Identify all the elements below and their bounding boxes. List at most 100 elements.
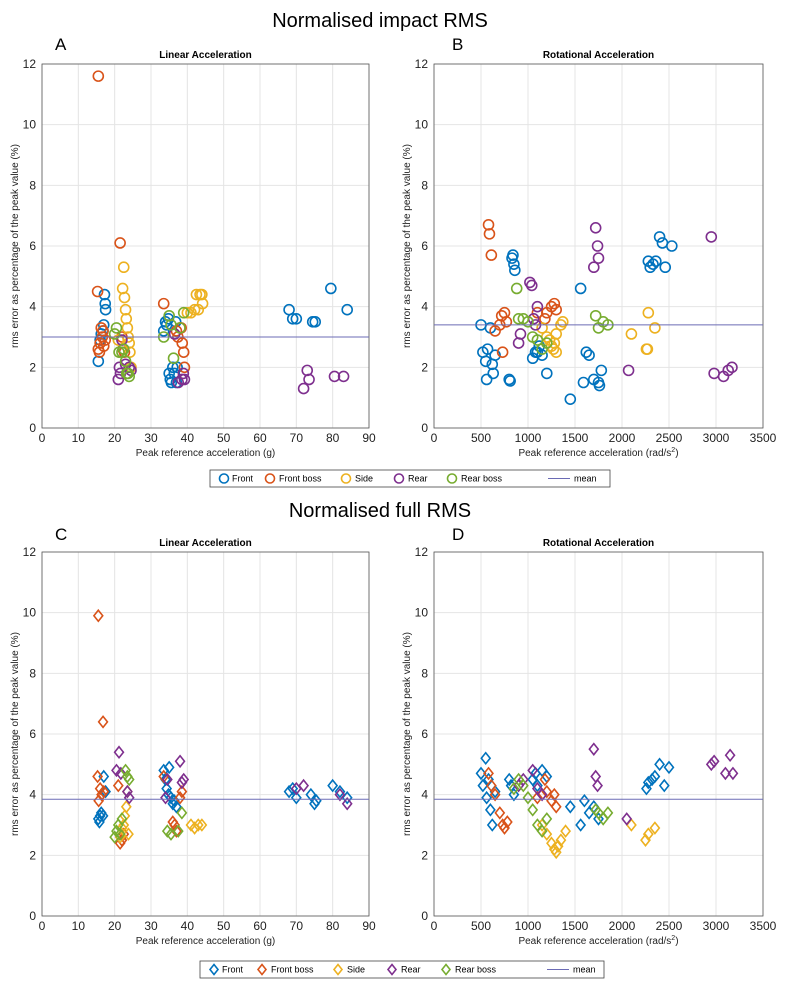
point-side [185, 306, 197, 319]
section-title-bottom: Normalised full RMS [289, 500, 471, 522]
point-front [574, 282, 587, 295]
point-front [564, 800, 576, 814]
point-rear [708, 367, 720, 380]
point-rear [592, 778, 603, 793]
y-tick-label: 2 [421, 848, 428, 862]
point-front-boss [550, 800, 562, 814]
point-rear-boss [522, 790, 534, 805]
point-front [504, 375, 516, 387]
x-tick-label: 30 [144, 431, 158, 445]
point-front-boss [112, 778, 124, 793]
point-rear [113, 745, 125, 759]
point-side [560, 824, 572, 838]
point-front-boss [494, 806, 506, 820]
y-tick-label: 10 [23, 606, 37, 620]
point-rear [588, 742, 600, 756]
point-rear [341, 796, 353, 811]
legend-box [199, 960, 605, 979]
point-front [97, 319, 110, 331]
x-tick-label: 20 [108, 919, 122, 933]
point-front-boss [97, 715, 109, 729]
x-tick-label: 0 [431, 919, 438, 933]
point-rear [172, 376, 185, 389]
point-front-boss [99, 334, 112, 346]
point-front [575, 818, 587, 832]
point-side [649, 322, 661, 334]
point-rear [536, 787, 548, 802]
point-side [120, 800, 132, 814]
x-axis-label: Peak reference acceleration (g) [136, 448, 276, 459]
point-front-boss [92, 769, 104, 784]
panel-letter: D [452, 525, 464, 544]
legend-swatch-front [218, 473, 230, 484]
point-rear [177, 367, 190, 380]
point-side [116, 282, 129, 295]
y-tick-label: 12 [23, 57, 37, 71]
panel-letter: B [452, 35, 463, 54]
point-side [116, 821, 128, 835]
point-front [642, 775, 654, 790]
point-side [550, 328, 563, 340]
point-front [503, 772, 515, 787]
point-front [487, 367, 500, 380]
point-front-boss [500, 316, 513, 328]
point-front [666, 240, 678, 252]
point-rear [622, 364, 635, 377]
point-front [486, 818, 498, 832]
point-front [334, 784, 346, 799]
legend-label-front-boss: Front boss [271, 965, 314, 975]
x-tick-label: 2500 [656, 919, 683, 933]
y-axis-label: rms error as percentage of the peak valu… [402, 144, 413, 348]
y-tick-label: 12 [415, 57, 429, 71]
point-side [188, 303, 201, 316]
legend-label-rear-boss: Rear boss [455, 965, 497, 975]
legend-swatch-rear [386, 963, 398, 976]
x-tick-label: 0 [39, 919, 46, 933]
point-front [508, 258, 520, 271]
y-tick-label: 4 [29, 788, 36, 802]
point-front-boss [483, 228, 496, 240]
panel-letter: A [55, 35, 67, 54]
panel-title: Linear Acceleration [159, 538, 251, 549]
legend-label-mean: mean [574, 474, 597, 484]
point-rear-boss [517, 778, 529, 793]
point-front [99, 303, 112, 316]
point-rear-boss [522, 316, 534, 328]
y-tick-label: 6 [29, 727, 36, 741]
point-rear [587, 261, 600, 274]
point-front [287, 781, 299, 796]
x-tick-label: 40 [181, 431, 195, 445]
y-tick-label: 6 [421, 239, 428, 253]
point-side [541, 827, 553, 841]
point-front [489, 349, 501, 362]
point-front [481, 343, 494, 355]
point-front-boss [548, 297, 561, 310]
panel-title: Rotational Acceleration [543, 50, 654, 61]
point-front [327, 778, 339, 793]
point-front-boss [498, 306, 511, 319]
point-rear [531, 300, 544, 313]
panel-C: C Linear Acceleration 0 10 20 30 40 50 60 70 80 90 0… [10, 525, 376, 947]
point-rear [512, 337, 525, 349]
point-rear [517, 772, 529, 787]
point-front [580, 346, 593, 358]
point-rear [727, 766, 739, 781]
panel-D: D Rotational Acceleration 0 500 1000 1500 2000… [402, 525, 777, 947]
x-tick-label: 80 [326, 431, 340, 445]
point-rear [621, 812, 633, 826]
y-tick-label: 8 [421, 666, 428, 680]
point-front [98, 288, 111, 301]
x-tick-label: 90 [362, 919, 376, 933]
x-tick-label: 0 [431, 431, 438, 445]
point-front [593, 379, 606, 392]
legend-label-side: Side [355, 474, 373, 484]
x-tick-label: 0 [39, 431, 46, 445]
point-front [309, 316, 322, 328]
point-rear-boss [174, 322, 186, 334]
point-front [325, 282, 337, 295]
x-tick-label: 500 [471, 431, 491, 445]
point-rear [514, 328, 527, 340]
axes-box [433, 551, 764, 917]
y-tick-label: 8 [29, 178, 36, 192]
point-front [309, 796, 320, 811]
